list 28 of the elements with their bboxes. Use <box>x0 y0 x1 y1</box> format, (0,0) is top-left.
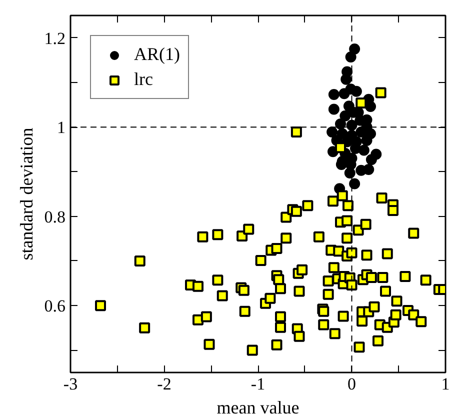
x-tick-label: -1 <box>250 374 266 394</box>
x-tick-label: -2 <box>157 374 172 394</box>
y-tick-label: 0.6 <box>44 296 66 316</box>
point <box>350 86 362 97</box>
point <box>335 118 346 130</box>
x-axis-title: mean value <box>216 398 300 418</box>
legend-label: AR(1) <box>134 44 180 65</box>
y-axis-title: standard deviation <box>16 128 36 260</box>
point <box>358 144 370 156</box>
point <box>340 74 352 85</box>
point <box>370 148 382 160</box>
x-tick-label: 1 <box>441 374 450 394</box>
y-tick-label: 1 <box>57 118 66 138</box>
y-tick-label: 1.2 <box>44 28 66 48</box>
point <box>328 104 340 115</box>
point <box>326 126 338 138</box>
legend-label: lrc <box>134 69 154 90</box>
point <box>328 88 340 100</box>
x-tick-label: -3 <box>63 374 78 394</box>
point <box>356 126 367 138</box>
point <box>340 110 351 122</box>
point <box>345 52 356 62</box>
x-tick-label: 0 <box>348 374 356 394</box>
point <box>361 134 372 146</box>
point <box>363 164 374 175</box>
y-tick-label: 0.8 <box>44 207 66 226</box>
point <box>349 178 360 190</box>
point <box>365 101 376 112</box>
